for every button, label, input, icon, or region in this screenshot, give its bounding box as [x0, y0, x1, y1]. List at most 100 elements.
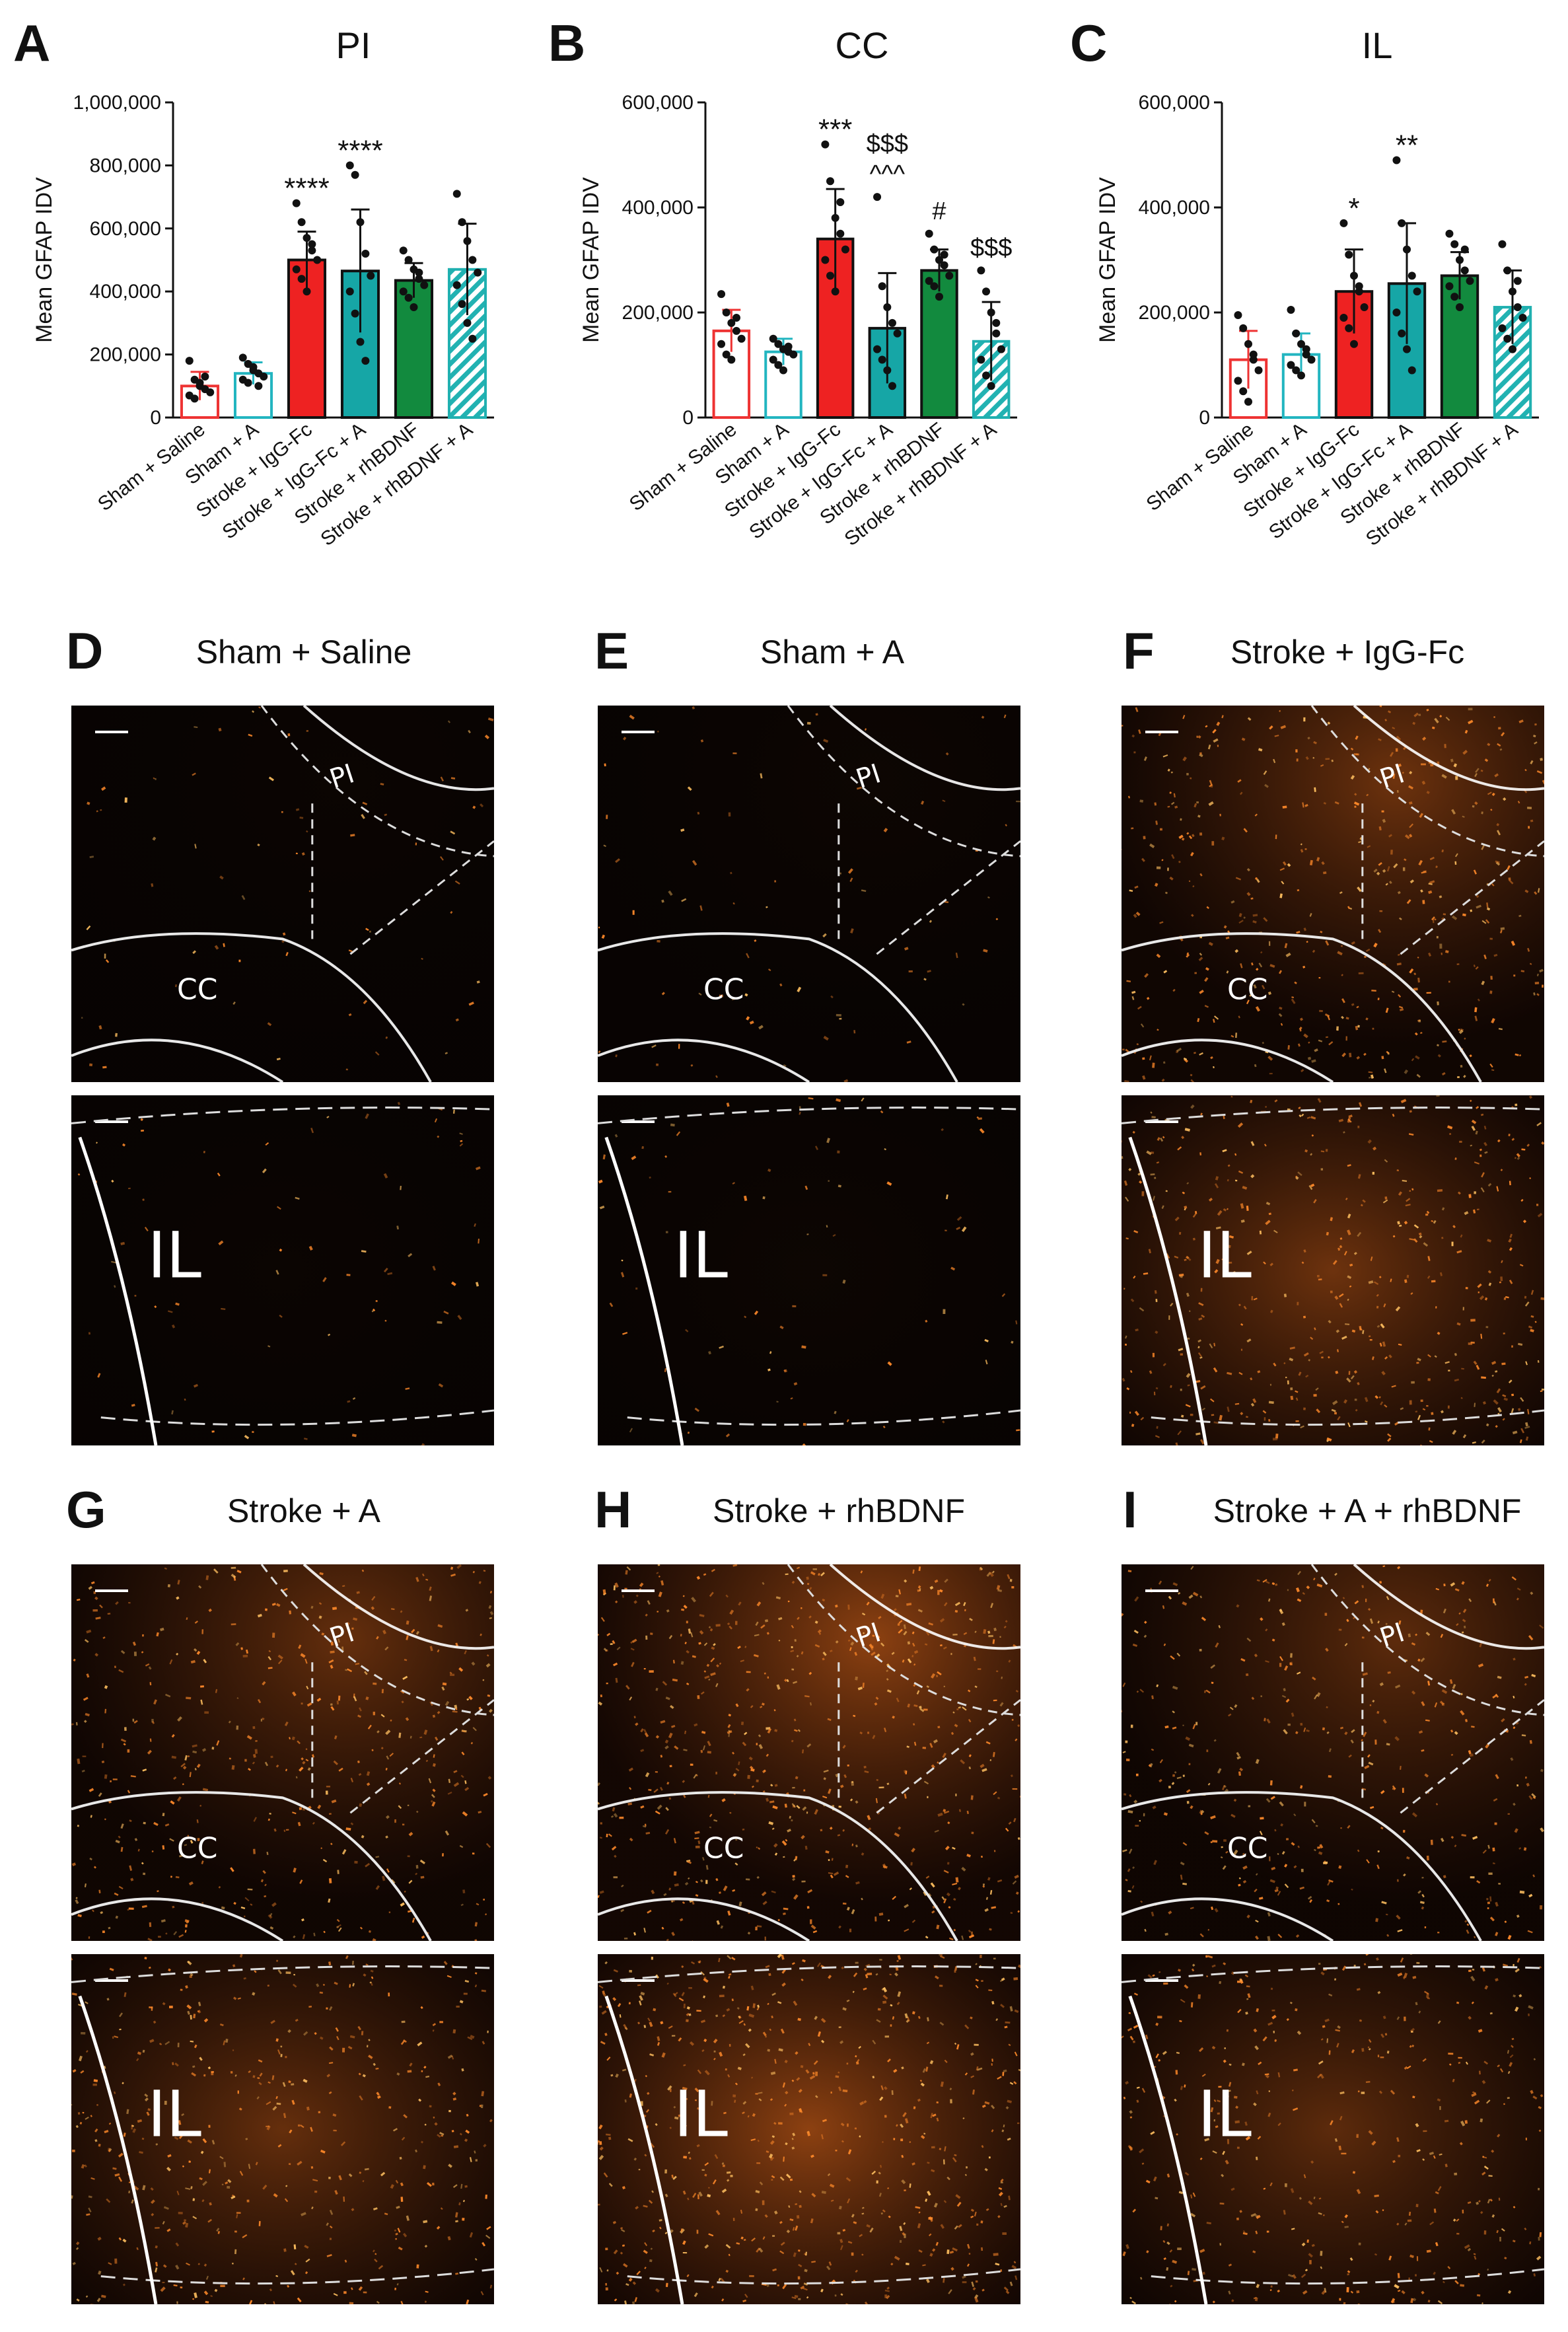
gfap-signal [1503, 1332, 1505, 1334]
gfap-signal [318, 1615, 322, 1619]
gfap-signal [1133, 914, 1137, 918]
gfap-signal [232, 2049, 234, 2051]
gfap-signal [997, 2215, 1001, 2218]
gfap-signal [904, 2013, 908, 2019]
gfap-signal [1245, 2012, 1248, 2015]
gfap-signal [1199, 1809, 1203, 1814]
gfap-signal [380, 1747, 384, 1750]
gfap-signal [771, 1827, 775, 1831]
gfap-signal [993, 1957, 996, 1960]
gfap-signal [1279, 1801, 1284, 1807]
category-label: Sham + A [711, 419, 793, 490]
gfap-signal [699, 1630, 704, 1635]
gfap-signal [1267, 991, 1271, 996]
gfap-signal [201, 1902, 204, 1905]
gfap-signal [1190, 2002, 1194, 2008]
gfap-signal [991, 1570, 995, 1574]
gfap-signal [1384, 1159, 1388, 1163]
data-point [244, 379, 252, 387]
gfap-signal [134, 1838, 138, 1842]
gfap-signal [1385, 883, 1388, 886]
gfap-signal [888, 1919, 890, 1922]
gfap-signal [847, 868, 853, 874]
gfap-signal [606, 1632, 611, 1636]
gfap-signal [734, 1772, 737, 1776]
gfap-signal [1125, 1196, 1129, 1202]
gfap-signal [128, 2181, 131, 2183]
gfap-signal [762, 2031, 767, 2037]
gfap-signal [851, 2214, 855, 2218]
gfap-signal [687, 1432, 690, 1434]
gfap-signal [1374, 1395, 1379, 1399]
gfap-signal [767, 2049, 771, 2052]
gfap-signal [464, 2185, 468, 2188]
gfap-signal [1325, 1149, 1328, 1152]
gfap-signal [721, 2188, 727, 2193]
gfap-signal [1411, 1058, 1415, 1062]
gfap-signal [1365, 1017, 1369, 1021]
gfap-signal [246, 2199, 250, 2203]
gfap-signal [1462, 1619, 1466, 1622]
gfap-signal [1338, 2145, 1342, 2151]
gfap-signal [830, 2092, 832, 2094]
gfap-signal [799, 1106, 801, 1109]
gfap-signal [1514, 1157, 1516, 1159]
gfap-signal [939, 1955, 945, 1959]
data-point [452, 281, 461, 289]
gfap-signal [1211, 1964, 1216, 1968]
gfap-signal [1236, 2146, 1240, 2149]
gfap-signal [1271, 1582, 1275, 1585]
gfap-signal [1525, 1422, 1528, 1427]
gfap-signal [1484, 1985, 1489, 1990]
gfap-signal [1457, 1191, 1461, 1195]
gfap-signal [793, 2000, 798, 2006]
gfap-signal [872, 1735, 876, 1739]
gfap-signal [902, 2112, 907, 2117]
gfap-signal [94, 1653, 99, 1657]
gfap-signal [755, 2190, 760, 2194]
gfap-signal [822, 1658, 825, 1661]
gfap-signal [1192, 1213, 1197, 1218]
gfap-signal [678, 1044, 680, 1049]
gfap-signal [771, 2179, 773, 2181]
gfap-signal [485, 2194, 487, 2199]
data-point [468, 334, 477, 343]
gfap-signal [814, 1809, 818, 1815]
gfap-signal [311, 2206, 314, 2210]
gfap-signal [781, 1954, 785, 1960]
gfap-signal [330, 1703, 333, 1706]
gfap-signal [303, 2031, 308, 2036]
gfap-signal [1158, 1778, 1162, 1783]
gfap-signal [285, 1768, 287, 1772]
gfap-signal [1409, 823, 1413, 828]
gfap-signal [460, 1140, 463, 1142]
gfap-signal [1473, 869, 1478, 875]
gfap-signal [932, 2113, 937, 2117]
gfap-signal [773, 1709, 776, 1712]
gfap-signal [906, 1745, 909, 1748]
gfap-signal [680, 828, 685, 832]
gfap-signal [1150, 1151, 1155, 1154]
gfap-signal [1392, 727, 1396, 729]
gfap-signal [606, 1682, 608, 1685]
gfap-signal [1239, 1979, 1244, 1984]
gfap-signal [1285, 1698, 1290, 1703]
gfap-signal [394, 1819, 396, 1823]
gfap-signal [1129, 889, 1133, 893]
bar-chart-pi: PI0200,000400,000600,000800,0001,000,000… [32, 24, 1539, 550]
gfap-signal [1476, 1364, 1480, 1370]
gfap-signal [453, 1782, 460, 1788]
gfap-signal [1227, 1272, 1229, 1276]
pial-boundary [1353, 1564, 1544, 1650]
gfap-signal [1017, 1910, 1020, 1913]
gfap-signal [1499, 2236, 1501, 2241]
gfap-signal [1464, 729, 1468, 734]
gfap-signal [1358, 2242, 1361, 2245]
gfap-signal [1348, 1114, 1353, 1118]
gfap-signal [421, 1573, 425, 1577]
gfap-signal [703, 1573, 707, 1576]
gfap-signal [965, 2166, 968, 2169]
gfap-signal [669, 2229, 674, 2234]
gfap-signal [1407, 2219, 1412, 2222]
